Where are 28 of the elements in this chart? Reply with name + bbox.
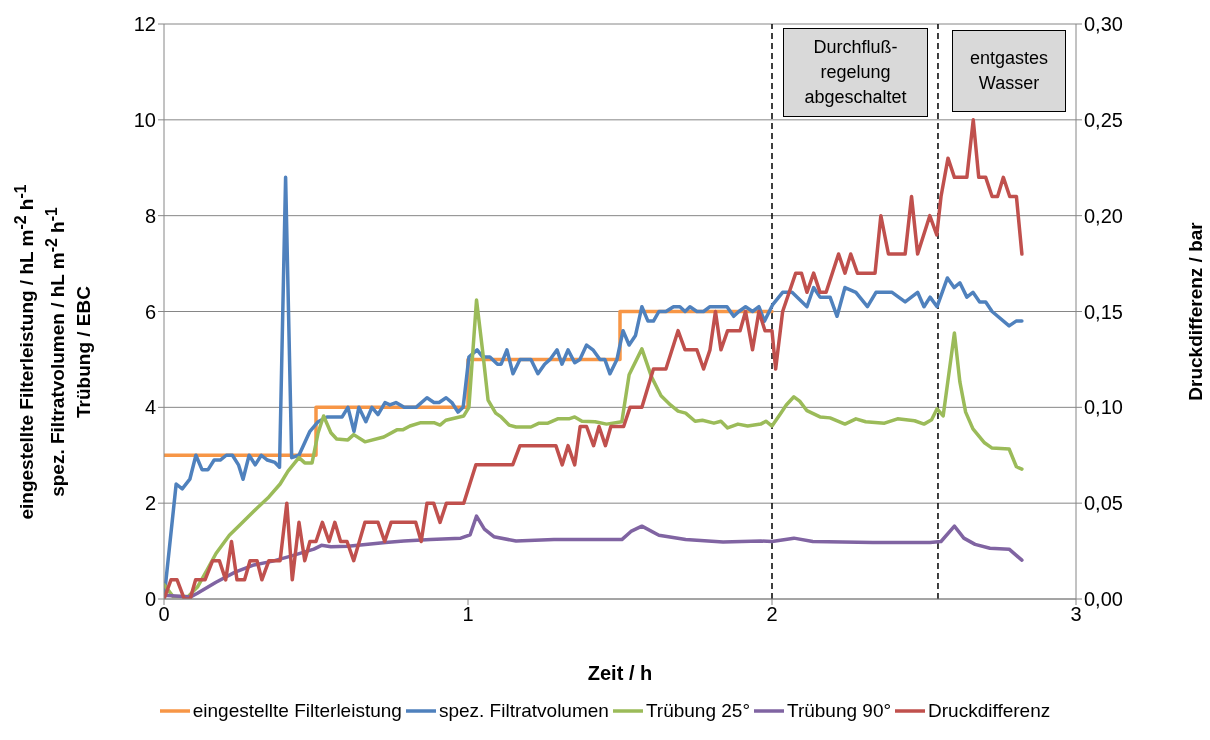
y2-tick-label: 0,30	[1084, 13, 1123, 36]
y2-axis-title: Druckdifferenz / bar	[1184, 221, 1206, 401]
y-tick-label: 4	[144, 396, 156, 419]
legend-label: Druckdifferenz	[928, 700, 1051, 722]
x-tick-label: 3	[1070, 603, 1082, 626]
y2-tick-label: 0,10	[1084, 396, 1123, 419]
y2-tick-label: 0,25	[1084, 108, 1123, 131]
legend-label: eingestellte Filterleistung	[192, 700, 402, 722]
x-tick-label: 2	[766, 603, 778, 626]
line-series	[164, 514, 1024, 599]
legend-label: spez. Filtratvolumen	[438, 700, 609, 722]
y-tick-label: 0	[144, 588, 156, 611]
y2-tick-label: 0,00	[1084, 588, 1123, 611]
y2-tick-label: 0,15	[1084, 300, 1123, 323]
y-tick-label: 12	[133, 13, 156, 36]
y2-tick-label: 0,05	[1084, 492, 1123, 515]
y-tick-label: 10	[133, 108, 156, 131]
legend-label: Trübung 90°	[786, 700, 892, 722]
x-axis-title: Zeit / h	[587, 662, 653, 684]
y-tick-label: 8	[144, 204, 156, 227]
legend-label: Trübung 25°	[645, 700, 750, 722]
x-tick-label: 1	[462, 603, 474, 626]
y2-tick-label: 0,20	[1084, 204, 1123, 227]
annotation: entgastes Wasser	[969, 47, 1049, 95]
y-tick-label: 6	[144, 300, 156, 323]
y-tick-label: 2	[144, 492, 156, 515]
annotation: Durchfluß- regelung abgeschaltet	[804, 36, 907, 109]
x-tick-label: 0	[158, 603, 170, 626]
